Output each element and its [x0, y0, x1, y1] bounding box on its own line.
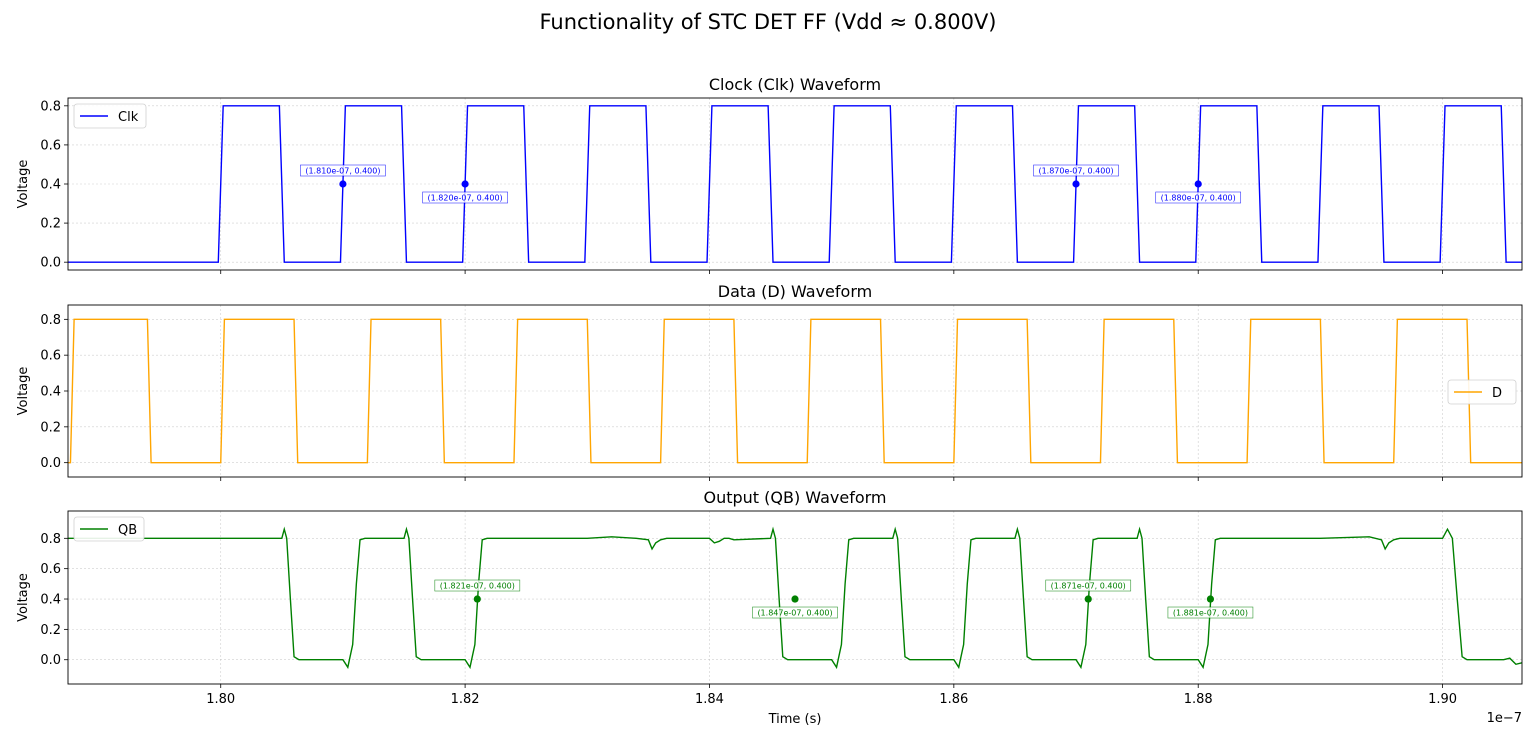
y-axis-label: Voltage: [16, 573, 31, 622]
annotation-box: [300, 164, 386, 177]
y-axis-label: Voltage: [16, 160, 31, 209]
y-tick-label: 0.8: [40, 532, 61, 547]
annotation-label: (1.881e-07, 0.400): [1173, 609, 1248, 618]
subplot-title: Output (QB) Waveform: [703, 488, 886, 507]
legend-box: [73, 516, 145, 542]
axes-frame: [67, 97, 1523, 271]
y-tick-label: 0.4: [40, 593, 61, 608]
annotation-marker: [1194, 180, 1202, 188]
y-tick-label: 0.4: [40, 178, 61, 193]
y-tick-label: 0.6: [40, 349, 61, 364]
x-axis-label: Time (s): [768, 712, 822, 727]
axes-frame: [67, 304, 1523, 478]
annotation-marker: [339, 180, 347, 188]
subplot-title: Data (D) Waveform: [718, 282, 872, 301]
annotation-box: [434, 579, 521, 592]
series-line-clk: [68, 105, 1522, 263]
subplot-qb: (1.821e-07, 0.400) (1.847e-07, 0.400) (1.8…: [16, 488, 1523, 727]
y-tick-label: 0.4: [40, 385, 61, 400]
y-tick-label: 0.2: [40, 623, 61, 638]
legend: D: [1447, 379, 1517, 405]
legend-label: QB: [118, 523, 137, 538]
subplot-title: Clock (Clk) Waveform: [709, 75, 881, 94]
y-tick-label: 0.2: [40, 217, 61, 232]
y-axis-label: Voltage: [16, 367, 31, 416]
annotation-label: (1.810e-07, 0.400): [305, 167, 380, 176]
x-tick-label: 1.90: [1428, 692, 1457, 707]
legend-label: D: [1492, 386, 1502, 401]
y-tick-label: 0.0: [40, 256, 61, 271]
annotation-label: (1.820e-07, 0.400): [428, 194, 503, 203]
annotation-box: [1045, 579, 1132, 592]
x-tick-label: 1.80: [206, 692, 235, 707]
annotation-box: [1155, 191, 1242, 204]
x-tick-label: 1.82: [451, 692, 480, 707]
annotation-label: (1.880e-07, 0.400): [1161, 194, 1236, 203]
legend-box: [73, 103, 147, 129]
annotation-label: (1.821e-07, 0.400): [440, 582, 515, 591]
x-tick-label: 1.88: [1184, 692, 1213, 707]
annotation-box: [1033, 164, 1119, 177]
x-tick-label: 1.86: [939, 692, 968, 707]
y-tick-label: 0.0: [40, 653, 61, 668]
annotation-label: (1.871e-07, 0.400): [1051, 582, 1126, 591]
annotation-marker: [461, 180, 469, 188]
x-tick-label: 1.84: [695, 692, 724, 707]
legend-label: Clk: [118, 110, 139, 125]
y-tick-label: 0.8: [40, 313, 61, 328]
annotation-box: [752, 606, 838, 619]
annotation-label: (1.870e-07, 0.400): [1038, 167, 1113, 176]
series-line-d: [68, 318, 1522, 464]
y-tick-label: 0.2: [40, 420, 61, 435]
series-line-qb: [68, 526, 1522, 670]
y-tick-label: 0.0: [40, 456, 61, 471]
annotation-marker: [791, 595, 799, 603]
legend: Clk: [73, 103, 147, 129]
subplot-d: 0.0 0.2 0.4 0.6 0.8 Data (D) Waveform Voltage D: [16, 282, 1523, 481]
subplot-clk: (1.810e-07, 0.400) (1.820e-07, 0.400) (1.8…: [16, 75, 1523, 274]
annotation-box: [422, 191, 508, 204]
annotation-box: [1167, 606, 1254, 619]
annotation-marker: [1072, 180, 1080, 188]
legend: QB: [73, 516, 145, 542]
annotation-marker: [1084, 595, 1092, 603]
y-tick-label: 0.6: [40, 138, 61, 153]
x-offset-label: 1e−7: [1487, 711, 1522, 726]
annotation-label: (1.847e-07, 0.400): [757, 609, 832, 618]
figure-title: Functionality of STC DET FF (Vdd ≈ 0.800…: [539, 10, 997, 34]
y-tick-label: 0.6: [40, 562, 61, 577]
annotation-marker: [1206, 595, 1215, 603]
axes-frame: [67, 510, 1523, 685]
y-tick-label: 0.8: [40, 99, 61, 114]
annotation-marker: [473, 595, 481, 603]
